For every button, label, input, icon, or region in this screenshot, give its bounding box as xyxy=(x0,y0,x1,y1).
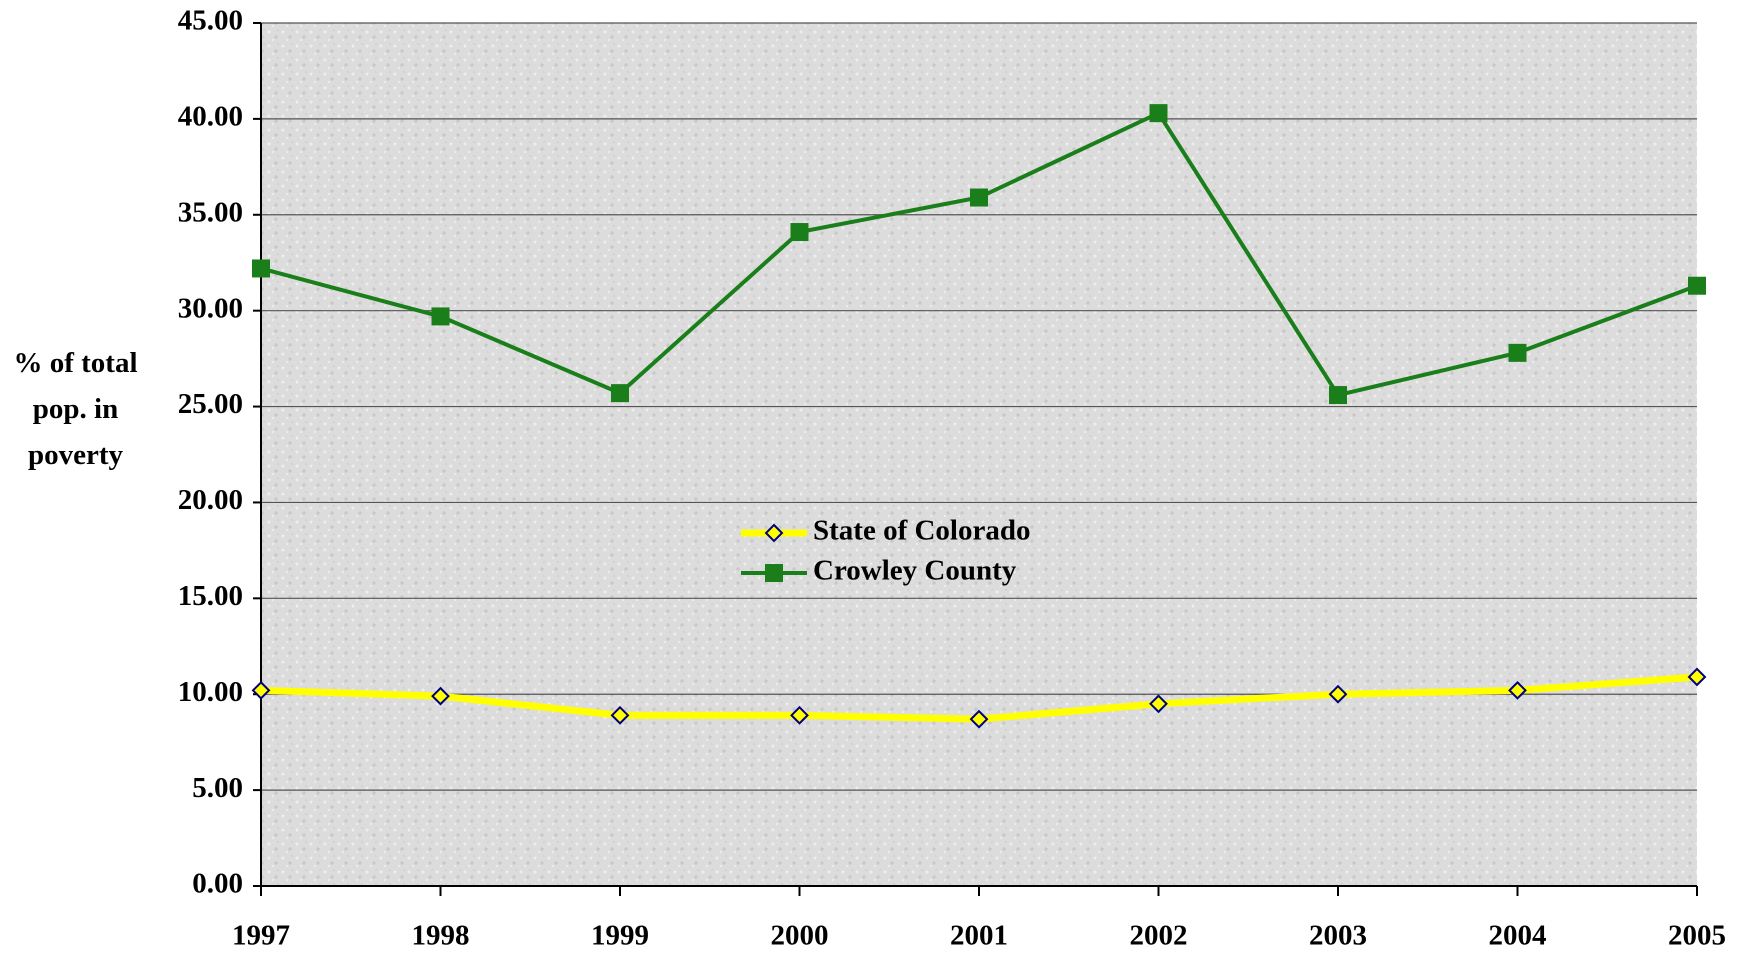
y-tick-label: 10.00 xyxy=(178,676,243,708)
y-tick-label: 0.00 xyxy=(192,868,243,900)
plot-area xyxy=(261,23,1697,886)
data-point xyxy=(610,705,630,725)
x-tick-label: 2001 xyxy=(950,920,1008,952)
data-point xyxy=(431,686,450,706)
data-point xyxy=(1508,680,1527,700)
y-tick-label: 20.00 xyxy=(178,484,243,516)
data-point xyxy=(970,188,988,207)
y-tick-label: 45.00 xyxy=(178,5,243,37)
y-tick-label: 30.00 xyxy=(178,292,243,324)
data-point xyxy=(1329,386,1347,405)
x-tick-label: 2000 xyxy=(771,920,829,952)
x-tick-label: 1997 xyxy=(232,920,290,952)
data-point xyxy=(252,259,270,278)
x-tick-label: 1999 xyxy=(591,920,649,952)
legend-marker xyxy=(764,523,784,543)
y-tick-label: 35.00 xyxy=(178,196,243,228)
x-tick-label: 2005 xyxy=(1668,920,1726,952)
data-point xyxy=(969,709,989,729)
data-point xyxy=(251,680,271,700)
legend-label: State of Colorado xyxy=(813,515,1030,547)
legend-marker xyxy=(765,564,783,582)
y-tick-label: 25.00 xyxy=(178,388,243,420)
data-point xyxy=(1328,684,1348,704)
data-point xyxy=(611,384,629,403)
data-point xyxy=(1508,343,1527,362)
y-tick-label: 15.00 xyxy=(178,580,243,612)
x-tick-label: 1998 xyxy=(412,920,470,952)
x-tick-label: 2003 xyxy=(1309,920,1367,952)
data-point xyxy=(431,307,450,326)
data-point xyxy=(1688,276,1706,295)
data-point xyxy=(1149,104,1168,123)
data-point xyxy=(790,223,809,242)
data-point xyxy=(1687,667,1707,687)
x-tick-label: 2002 xyxy=(1130,920,1188,952)
y-axis-label: % of total pop. in poverty xyxy=(13,347,138,471)
legend-label: Crowley County xyxy=(813,555,1017,587)
y-tick-label: 5.00 xyxy=(192,772,243,804)
x-tick-label: 2004 xyxy=(1489,920,1547,952)
data-point xyxy=(1149,694,1168,714)
y-tick-label: 40.00 xyxy=(178,101,243,133)
data-point xyxy=(790,705,809,725)
